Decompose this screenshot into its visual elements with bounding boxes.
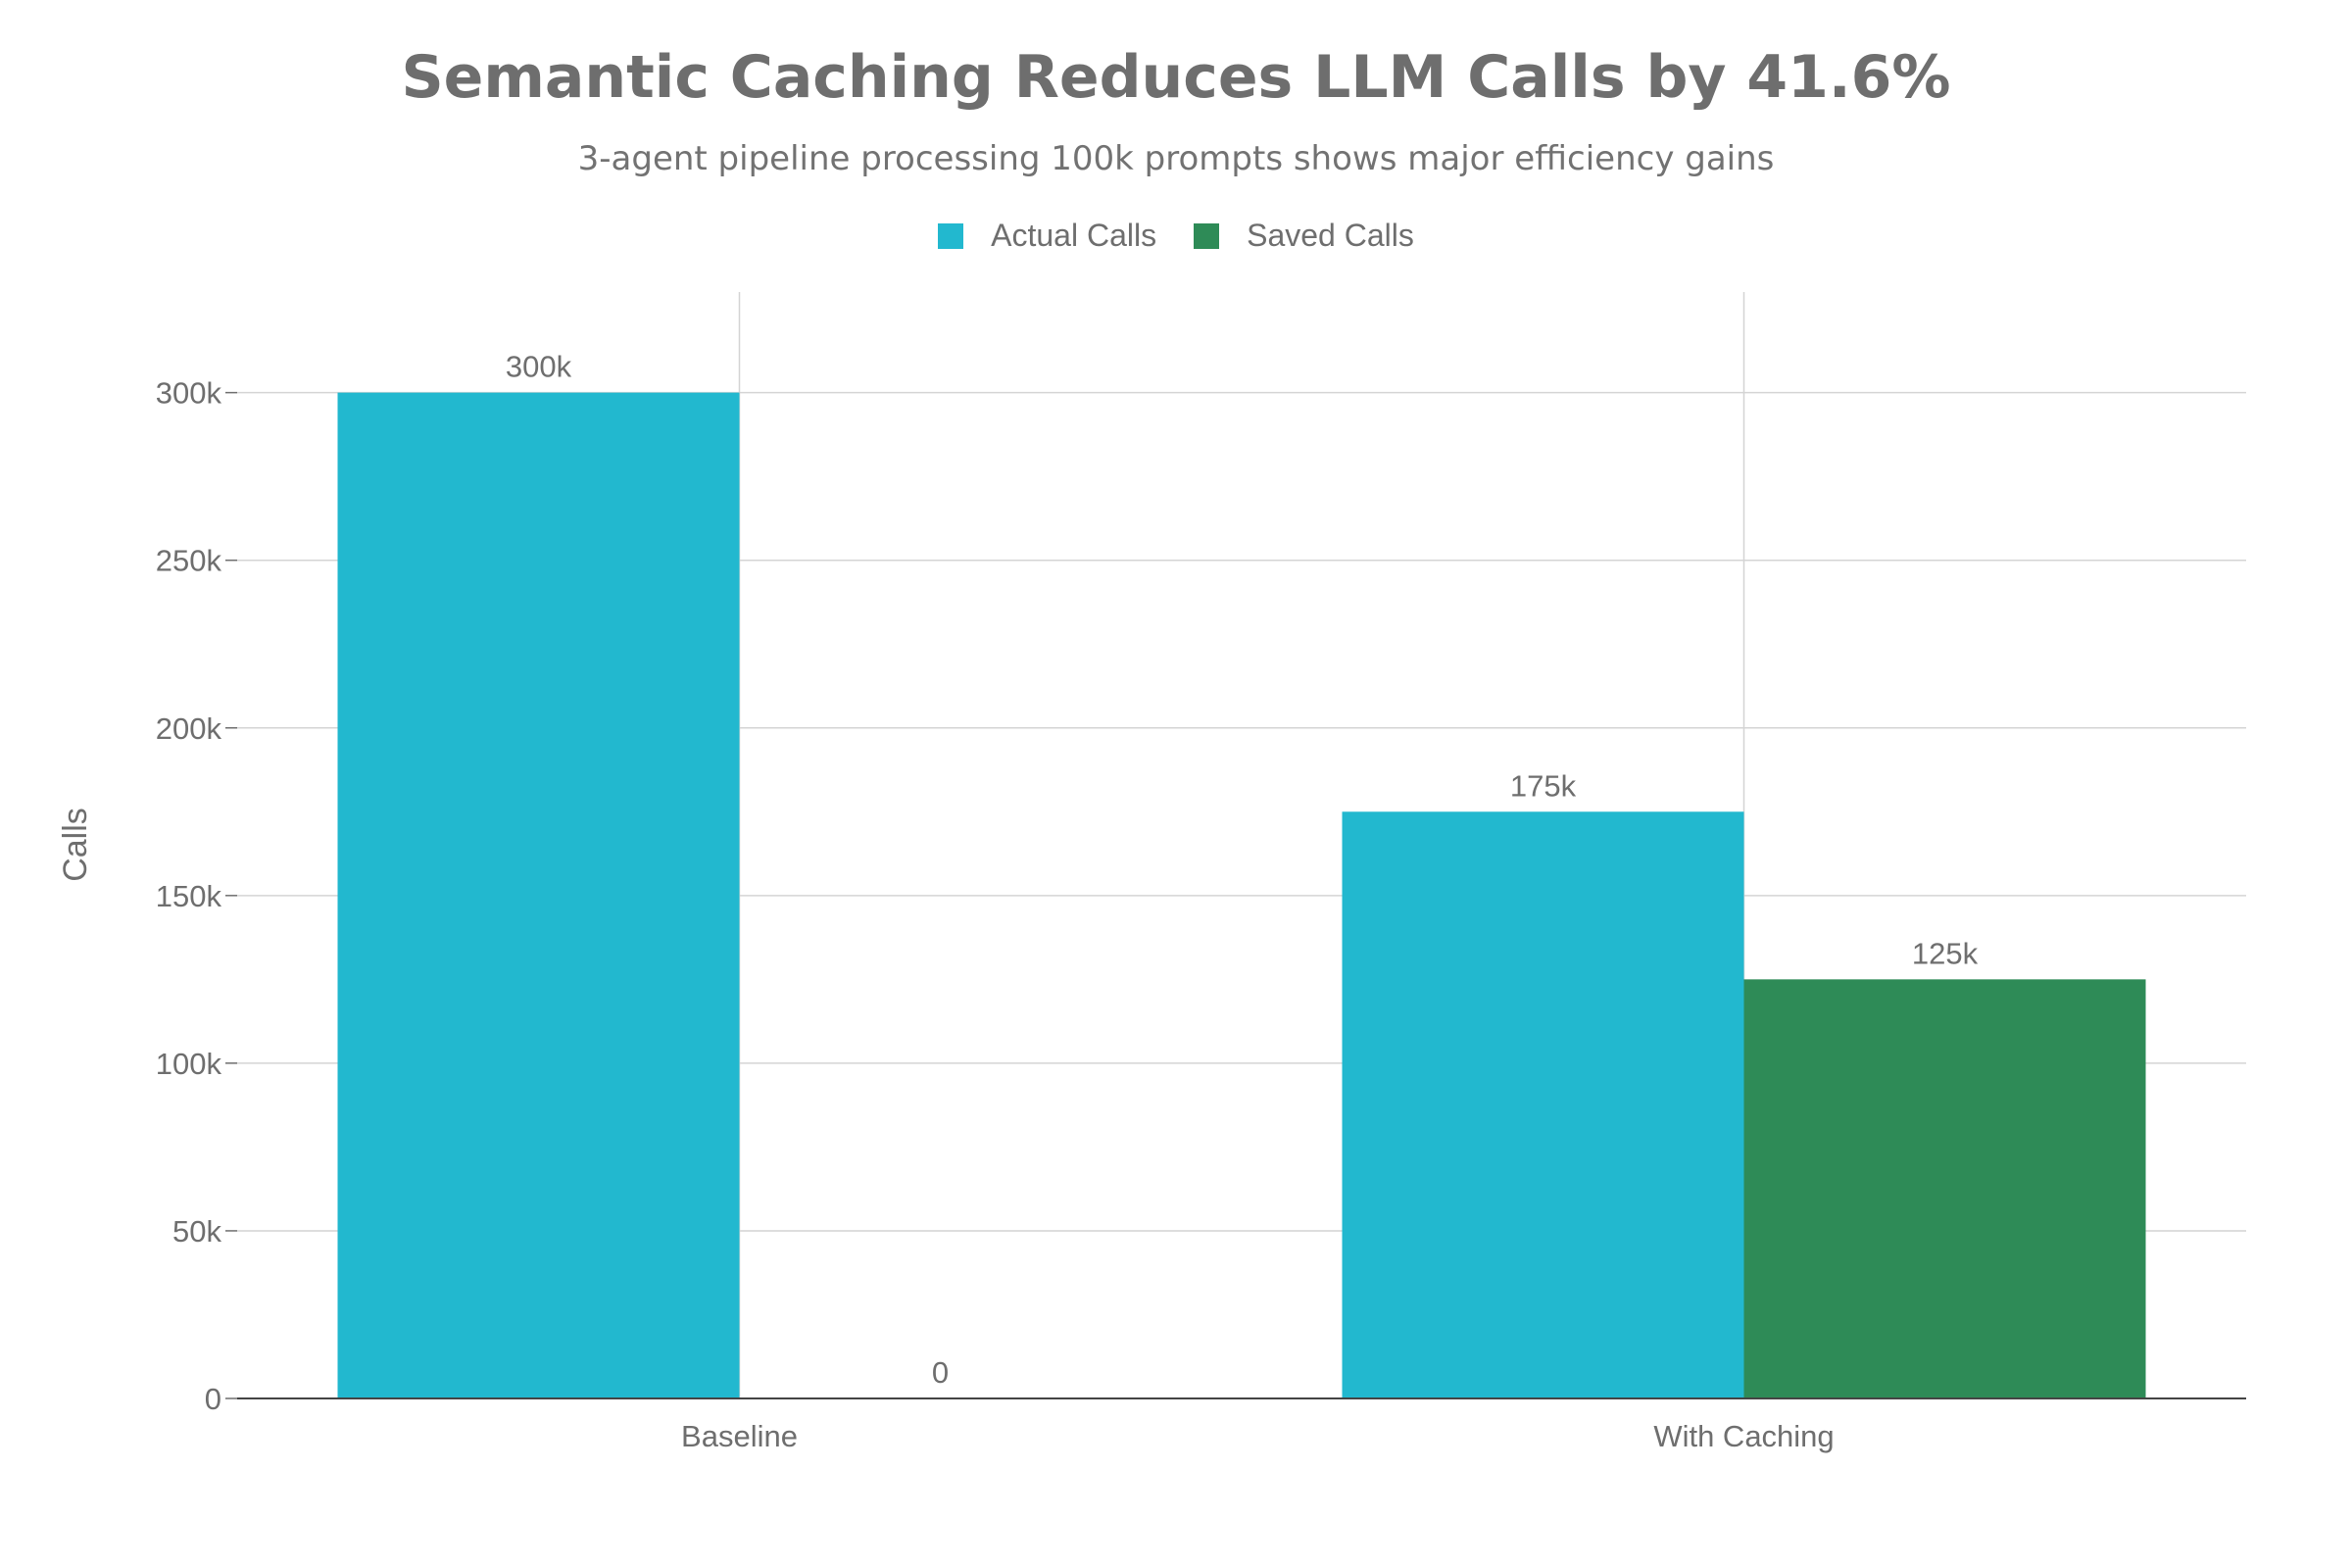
- legend-label-saved-calls: Saved Calls: [1247, 218, 1414, 253]
- y-axis-title: Calls: [57, 808, 94, 882]
- y-tick-label: 250k: [156, 544, 222, 578]
- x-tick-label: Baseline: [681, 1419, 798, 1453]
- bar-value-label: 175k: [1510, 768, 1577, 803]
- y-tick-label: 300k: [156, 376, 222, 411]
- legend-swatch-saved-calls: [1194, 222, 1220, 249]
- chart-subtitle: 3-agent pipeline processing 100k prompts…: [577, 139, 1775, 178]
- bar-value-label: 0: [932, 1355, 949, 1390]
- y-tick-label: 50k: [172, 1214, 221, 1249]
- legend-label-actual-calls: Actual Calls: [991, 218, 1157, 253]
- y-tick-label: 150k: [156, 879, 222, 913]
- legend-swatch-actual-calls: [938, 222, 964, 249]
- legend-item-saved-calls[interactable]: Saved Calls: [1194, 218, 1414, 254]
- y-tick-label: 100k: [156, 1047, 222, 1081]
- bar-saved-calls-with-caching: [1743, 979, 2146, 1398]
- bar-value-label: 300k: [506, 350, 572, 384]
- bar-actual-calls-baseline: [337, 392, 740, 1398]
- bar-actual-calls-with-caching: [1342, 811, 1744, 1398]
- legend-item-actual-calls[interactable]: Actual Calls: [938, 218, 1156, 254]
- bar-value-label: 125k: [1912, 936, 1979, 970]
- y-tick-label: 0: [205, 1382, 221, 1416]
- chart-title: Semantic Caching Reduces LLM Calls by 41…: [401, 43, 1951, 112]
- x-tick-label: With Caching: [1653, 1419, 1834, 1453]
- legend: Actual Calls Saved Calls: [0, 218, 2352, 254]
- y-tick-label: 200k: [156, 711, 222, 746]
